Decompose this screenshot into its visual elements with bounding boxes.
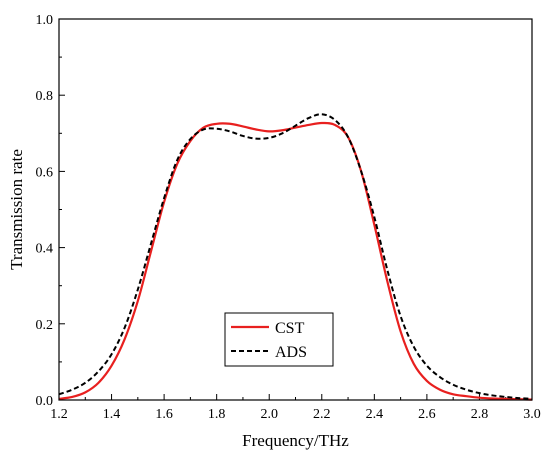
x-tick-label: 1.6	[155, 407, 173, 422]
legend-label-cst: CST	[275, 320, 305, 337]
legend-label-ads: ADS	[275, 344, 307, 361]
legend: CST ADS	[224, 312, 334, 367]
y-axis-label: Transmission rate	[7, 149, 26, 270]
y-tick-label: 0.6	[36, 165, 54, 180]
x-tick-label: 1.8	[208, 407, 226, 422]
x-tick-labels: 1.2 1.4 1.6 1.8 2.0 2.2 2.4 2.6 2.8 3.0	[50, 407, 541, 422]
series-line-cst	[58, 121, 533, 401]
series-lines	[58, 113, 533, 401]
x-tick-label: 2.6	[418, 407, 436, 422]
y-tick-label: 0.0	[36, 394, 54, 409]
y-tick-label: 0.2	[36, 318, 54, 333]
x-tick-label: 1.4	[103, 407, 121, 422]
plot-frame	[58, 18, 533, 401]
y-tick-label: 1.0	[36, 13, 54, 28]
x-tick-label: 2.8	[471, 407, 489, 422]
x-tick-label: 3.0	[523, 407, 541, 422]
x-tick-label: 1.2	[50, 407, 68, 422]
series-line-ads	[58, 113, 533, 400]
x-tick-label: 2.0	[260, 407, 278, 422]
x-axis-label: Frequency/THz	[242, 431, 349, 450]
y-tick-labels: 0.0 0.2 0.4 0.6 0.8 1.0	[36, 13, 54, 409]
y-tick-label: 0.4	[36, 242, 54, 257]
x-tick-label: 2.2	[313, 407, 331, 422]
legend-box	[224, 312, 334, 367]
x-tick-label: 2.4	[366, 407, 384, 422]
y-tick-label: 0.8	[36, 89, 54, 104]
